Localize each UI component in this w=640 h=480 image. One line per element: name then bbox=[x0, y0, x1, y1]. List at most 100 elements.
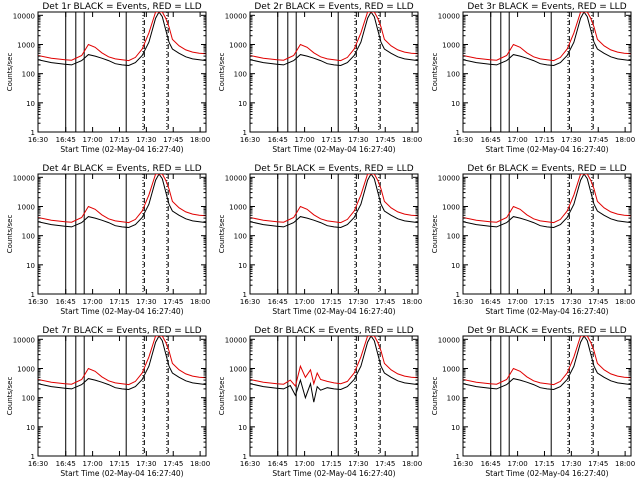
x-tick-label: 17:15 bbox=[321, 136, 341, 144]
x-tick-label: 17:00 bbox=[295, 298, 315, 306]
x-tick-label: 17:00 bbox=[83, 460, 103, 468]
panel-title: Det 1r BLACK = Events, RED = LLD bbox=[42, 2, 201, 12]
y-tick-label: 10000 bbox=[438, 12, 460, 20]
y-tick-label: 10000 bbox=[225, 12, 247, 20]
y-tick-label: 1 bbox=[243, 129, 247, 137]
y-tick-label: 1 bbox=[31, 453, 35, 461]
x-tick-label: 16:45 bbox=[56, 460, 76, 468]
x-tick-label: 16:45 bbox=[481, 298, 501, 306]
x-tick-label: 17:30 bbox=[561, 136, 581, 144]
y-tick-label: 100 bbox=[22, 395, 35, 403]
y-tick-label: 1 bbox=[243, 453, 247, 461]
x-axis-label: Start Time (02-May-04 16:27:40) bbox=[60, 145, 183, 154]
panel-title: Det 8r BLACK = Events, RED = LLD bbox=[254, 326, 413, 336]
x-tick-label: 16:30 bbox=[240, 460, 260, 468]
y-tick-label: 1000 bbox=[442, 203, 460, 211]
x-tick-label: 16:45 bbox=[56, 298, 76, 306]
y-tick-label: 100 bbox=[22, 233, 35, 241]
y-tick-label: 10 bbox=[26, 262, 35, 270]
marker-lines bbox=[277, 336, 381, 456]
x-tick-label: 18:00 bbox=[615, 136, 635, 144]
y-tick-label: 10000 bbox=[438, 336, 460, 344]
x-tick-label: 17:45 bbox=[375, 460, 395, 468]
marker-lines bbox=[490, 336, 594, 456]
x-tick-label: 16:45 bbox=[268, 136, 288, 144]
y-tick-label: 10 bbox=[238, 100, 247, 108]
x-tick-label: 17:00 bbox=[83, 136, 103, 144]
y-tick-label: 10 bbox=[238, 262, 247, 270]
lld-series-line bbox=[463, 12, 631, 62]
events-series-line bbox=[463, 12, 631, 67]
x-tick-label: 17:15 bbox=[321, 298, 341, 306]
events-series-line bbox=[250, 12, 418, 67]
y-tick-label: 100 bbox=[447, 233, 460, 241]
y-tick-label: 10000 bbox=[438, 174, 460, 182]
y-axis-label: Counts/sec bbox=[218, 377, 226, 416]
x-axis-label: Start Time (02-May-04 16:27:40) bbox=[272, 145, 395, 154]
x-tick-label: 17:30 bbox=[136, 298, 156, 306]
series-group bbox=[463, 174, 631, 229]
x-tick-label: 17:30 bbox=[136, 136, 156, 144]
y-tick-label: 1000 bbox=[17, 41, 35, 49]
detector-panel-8: Det 8r BLACK = Events, RED = LLD 1 10 100 10… bbox=[218, 326, 422, 478]
x-axis-label: Start Time (02-May-04 16:27:40) bbox=[485, 145, 608, 154]
x-tick-label: 17:30 bbox=[348, 460, 368, 468]
lld-series-line bbox=[38, 336, 206, 386]
y-tick-label: 1 bbox=[456, 129, 460, 137]
y-tick-label: 1000 bbox=[229, 41, 247, 49]
lld-series-line bbox=[463, 336, 631, 386]
x-tick-label: 17:45 bbox=[588, 136, 608, 144]
x-tick-label: 17:30 bbox=[136, 460, 156, 468]
marker-lines bbox=[490, 174, 594, 294]
series-group bbox=[38, 12, 206, 67]
marker-lines bbox=[65, 12, 169, 132]
x-tick-label: 17:00 bbox=[508, 136, 528, 144]
series-group bbox=[38, 174, 206, 229]
marker-lines bbox=[65, 174, 169, 294]
x-tick-label: 18:00 bbox=[402, 460, 422, 468]
x-tick-label: 17:00 bbox=[295, 136, 315, 144]
x-tick-label: 16:30 bbox=[28, 136, 48, 144]
plot-frame bbox=[249, 11, 419, 133]
y-axis-label: Counts/sec bbox=[218, 53, 226, 92]
x-tick-label: 17:15 bbox=[534, 460, 554, 468]
x-tick-label: 16:45 bbox=[268, 298, 288, 306]
panel-title: Det 6r BLACK = Events, RED = LLD bbox=[467, 164, 626, 174]
x-axis-label: Start Time (02-May-04 16:27:40) bbox=[485, 307, 608, 316]
detector-panel-4: Det 4r BLACK = Events, RED = LLD 1 10 100 10… bbox=[6, 164, 210, 316]
x-tick-label: 17:30 bbox=[348, 136, 368, 144]
detector-panel-3: Det 3r BLACK = Events, RED = LLD 1 10 100 10… bbox=[431, 2, 635, 154]
events-series-line bbox=[38, 336, 206, 391]
lld-series-line bbox=[250, 336, 418, 388]
detector-panel-5: Det 5r BLACK = Events, RED = LLD 1 10 100 10… bbox=[218, 164, 422, 316]
y-axis-label: Counts/sec bbox=[6, 377, 14, 416]
x-tick-label: 16:30 bbox=[28, 298, 48, 306]
y-tick-label: 100 bbox=[22, 71, 35, 79]
x-tick-label: 16:45 bbox=[268, 460, 288, 468]
x-tick-label: 18:00 bbox=[190, 460, 210, 468]
y-tick-label: 10 bbox=[451, 424, 460, 432]
x-tick-label: 17:00 bbox=[295, 460, 315, 468]
events-series-line bbox=[38, 174, 206, 229]
events-series-line bbox=[463, 174, 631, 229]
x-tick-label: 17:15 bbox=[534, 136, 554, 144]
lld-series-line bbox=[250, 12, 418, 62]
marker-lines bbox=[65, 336, 169, 456]
y-tick-label: 1000 bbox=[442, 365, 460, 373]
x-axis-label: Start Time (02-May-04 16:27:40) bbox=[60, 307, 183, 316]
x-tick-label: 17:45 bbox=[163, 460, 183, 468]
x-tick-label: 18:00 bbox=[615, 298, 635, 306]
x-tick-label: 17:00 bbox=[83, 298, 103, 306]
y-tick-label: 10000 bbox=[225, 174, 247, 182]
plot-frame bbox=[249, 173, 419, 295]
detector-panel-7: Det 7r BLACK = Events, RED = LLD 1 10 100 10… bbox=[6, 326, 210, 478]
panel-title: Det 5r BLACK = Events, RED = LLD bbox=[254, 164, 413, 174]
x-tick-label: 17:45 bbox=[588, 298, 608, 306]
x-tick-label: 17:15 bbox=[109, 136, 129, 144]
x-tick-label: 16:30 bbox=[240, 298, 260, 306]
y-axis-label: Counts/sec bbox=[431, 377, 439, 416]
x-tick-label: 17:15 bbox=[321, 460, 341, 468]
x-tick-label: 16:30 bbox=[28, 460, 48, 468]
x-tick-label: 18:00 bbox=[402, 298, 422, 306]
y-axis-label: Counts/sec bbox=[431, 215, 439, 254]
